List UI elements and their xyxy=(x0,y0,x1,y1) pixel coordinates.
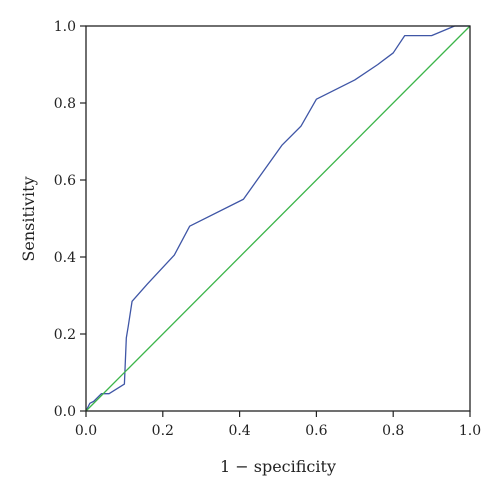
plot-frame xyxy=(85,25,471,412)
y-tick-label: 0.2 xyxy=(54,327,76,343)
y-tick-label: 0.0 xyxy=(54,404,76,420)
x-tick-label: 0.6 xyxy=(305,423,327,439)
x-axis-title: 1 − specificity xyxy=(220,457,336,476)
y-tick-label: 0.4 xyxy=(54,250,76,266)
y-tick-label: 0.8 xyxy=(54,96,76,112)
axis-ticks: 0.0 0.2 0.4 0.6 0.8 1.0 0.0 0.2 0.4 0.6 0.8 1.0 xyxy=(54,19,481,439)
x-tick-label: 1.0 xyxy=(459,423,481,439)
x-tick-label: 0.8 xyxy=(382,423,404,439)
y-axis-title: Sensitivity xyxy=(19,176,38,261)
reference-diagonal-line xyxy=(85,25,471,412)
y-tick-label: 1.0 xyxy=(54,19,76,35)
y-tick-label: 0.6 xyxy=(54,173,76,189)
x-tick-label: 0.0 xyxy=(75,423,97,439)
x-tick-label: 0.2 xyxy=(152,423,174,439)
roc-curve-line xyxy=(85,25,470,412)
plot-area xyxy=(85,25,471,412)
x-tick-label: 0.4 xyxy=(228,423,250,439)
